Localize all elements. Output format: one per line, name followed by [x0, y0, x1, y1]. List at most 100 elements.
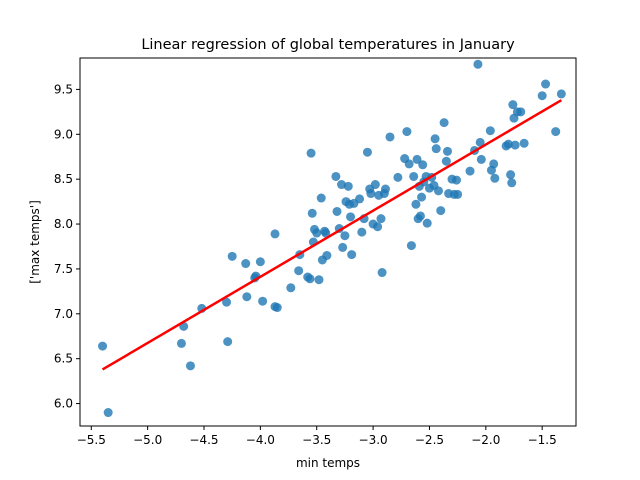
data-point	[222, 297, 232, 307]
data-point	[556, 89, 566, 99]
data-point	[452, 175, 462, 185]
data-point	[357, 227, 367, 237]
data-point	[489, 159, 499, 169]
data-point	[442, 146, 452, 156]
x-tick-label: −3.0	[359, 433, 388, 447]
data-point	[331, 171, 341, 181]
data-point	[402, 127, 412, 137]
x-tick-label: −5.0	[133, 433, 162, 447]
data-point	[431, 144, 441, 154]
data-point	[370, 180, 380, 190]
plot-frame	[79, 57, 577, 427]
regression-line-layer	[101, 99, 562, 371]
data-point	[366, 189, 376, 199]
data-point	[270, 229, 280, 239]
y-tick-label: 9.5	[54, 82, 73, 96]
data-point	[312, 228, 322, 238]
data-point	[516, 107, 526, 117]
data-point	[465, 166, 475, 176]
data-point	[185, 361, 195, 371]
data-point	[321, 228, 331, 238]
x-tick-label: −5.5	[77, 433, 106, 447]
data-point	[453, 189, 463, 199]
data-point	[475, 137, 485, 147]
data-point	[103, 408, 113, 418]
data-point	[430, 134, 440, 144]
y-tick-label: 8.0	[54, 217, 73, 231]
data-point	[294, 266, 304, 276]
data-point	[286, 283, 296, 293]
data-point	[223, 337, 233, 347]
x-axis-ticks: −5.5 −5.0 −4.5 −4.0 −3.5 −3.0 −2.5 −2.0 −1.5	[77, 426, 557, 447]
data-point	[306, 148, 316, 158]
x-tick-label: −3.5	[302, 433, 331, 447]
data-point	[537, 91, 547, 101]
data-point	[436, 206, 446, 216]
x-tick-label: −2.0	[471, 433, 500, 447]
y-tick-label: 7.0	[54, 307, 73, 321]
data-point	[422, 218, 432, 228]
data-point	[476, 154, 486, 164]
y-axis-label: ['max temps']	[28, 200, 42, 284]
data-point	[377, 268, 387, 278]
data-point	[406, 241, 416, 251]
x-tick-label: −4.5	[189, 433, 218, 447]
scatter-points	[98, 59, 566, 418]
data-point	[415, 211, 425, 221]
data-point	[393, 172, 403, 182]
x-tick-label: −2.5	[415, 433, 444, 447]
y-tick-label: 6.5	[54, 352, 73, 366]
data-point	[490, 173, 500, 183]
data-point	[485, 126, 495, 136]
data-point	[441, 156, 451, 166]
data-point	[176, 338, 186, 348]
x-axis-label: min temps	[296, 456, 360, 470]
data-point	[433, 186, 443, 196]
data-point	[506, 170, 516, 180]
data-point	[337, 180, 347, 190]
y-tick-label: 6.0	[54, 397, 73, 411]
data-point	[473, 59, 483, 69]
data-point	[355, 194, 365, 204]
data-point	[272, 303, 282, 313]
chart-title: Linear regression of global temperatures…	[141, 37, 515, 53]
data-point	[241, 259, 251, 269]
data-point	[418, 160, 428, 170]
data-point	[507, 178, 517, 188]
data-point	[380, 184, 390, 194]
data-point	[227, 251, 237, 261]
data-point	[322, 250, 332, 260]
y-axis-ticks: 6.0 6.5 7.0 7.5 8.0 8.5 9.0 9.5	[54, 82, 80, 411]
data-point	[510, 140, 520, 150]
data-point	[541, 79, 551, 89]
regression-line	[101, 99, 562, 371]
data-point	[519, 138, 529, 148]
data-point	[305, 274, 315, 284]
y-tick-label: 7.5	[54, 262, 73, 276]
data-point	[255, 257, 265, 267]
data-point	[258, 296, 268, 306]
data-point	[417, 192, 427, 202]
data-point	[332, 206, 342, 216]
x-tick-label: −1.5	[528, 433, 557, 447]
data-point	[316, 193, 326, 203]
data-point	[412, 154, 422, 164]
data-point	[439, 118, 449, 128]
data-point	[307, 208, 317, 218]
data-point	[551, 127, 561, 137]
data-point	[376, 214, 386, 224]
data-point	[373, 222, 383, 232]
data-point	[340, 231, 350, 241]
data-point	[338, 242, 348, 252]
data-point	[362, 147, 372, 157]
data-point	[98, 341, 108, 351]
data-point	[503, 139, 513, 149]
data-point	[508, 100, 518, 110]
data-point	[242, 292, 252, 302]
data-point	[347, 250, 357, 260]
data-point	[411, 199, 421, 209]
data-point	[346, 212, 356, 222]
data-point	[409, 171, 419, 181]
data-point	[385, 132, 395, 142]
y-tick-label: 9.0	[54, 127, 73, 141]
